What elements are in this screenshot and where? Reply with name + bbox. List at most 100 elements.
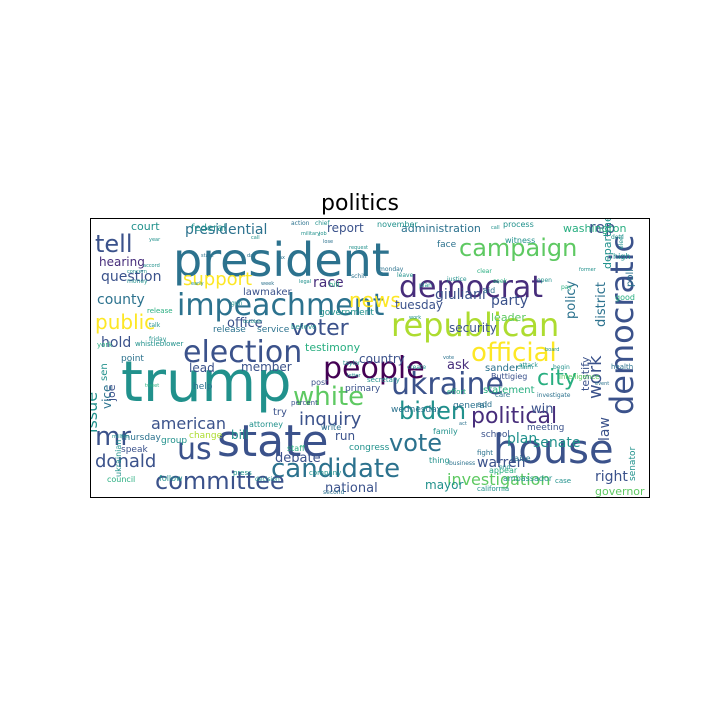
word-law-34: law [597, 417, 613, 441]
word-second-141: second [323, 489, 345, 496]
word-white-13: white [293, 382, 364, 412]
word-election-10: election [183, 335, 302, 370]
word-warren-39: warren [477, 455, 525, 471]
word-case-124: case [555, 477, 571, 485]
word-statement-83: statement [483, 385, 535, 396]
word-work-31: work [585, 355, 606, 399]
word-member-52: member [241, 360, 292, 374]
word-leave-130: leave [397, 272, 414, 279]
word-administration-33: administration [401, 222, 481, 235]
word-general-87: general [453, 401, 487, 411]
word-action-149: action [291, 220, 310, 227]
word-primary-81: primary [345, 384, 381, 394]
word-seek-155: seek [493, 278, 508, 285]
word-health-132: health [611, 363, 633, 371]
word-whistleblower-142: whistleblower [135, 340, 183, 348]
word-biden-18: biden [399, 397, 466, 425]
word-friday-147: friday [149, 336, 167, 343]
word-group-97: group [161, 436, 187, 446]
word-schiff-162: schiff [351, 273, 368, 280]
word-wednesday-88: wednesday [391, 405, 443, 415]
word-decision-140: decision [255, 476, 280, 483]
word-open-154: open [537, 277, 552, 284]
word-claim-152: claim [517, 364, 533, 371]
word-public-26: public [95, 310, 155, 334]
word-effort-118: effort [447, 388, 466, 396]
word-talk-114: talk [149, 322, 161, 329]
word-joe-73: joe [105, 384, 118, 402]
word-help-91: help [193, 382, 213, 392]
word-speak-99: speak [121, 445, 148, 455]
word-board-179: board [545, 347, 559, 353]
word-president-0: president [173, 233, 390, 287]
word-republican-5: republican [391, 306, 559, 344]
word-question-42: question [101, 269, 161, 285]
word-council-101: council [107, 475, 135, 484]
word-family-123: family [433, 427, 458, 436]
word-lawmaker-77: lawmaker [243, 287, 293, 298]
word-lead-51: lead [189, 361, 215, 375]
word-poll-75: poll [625, 269, 636, 287]
word-care-139: care [495, 391, 510, 399]
word-security-63: security [449, 321, 497, 335]
word-mayor-62: mayor [425, 478, 463, 492]
word-appear-105: appear [489, 466, 518, 475]
word-plan-35: plan [507, 431, 537, 447]
word-vote-17: vote [389, 429, 442, 457]
word-department-68: department [601, 219, 614, 269]
word-trump-1: trump [121, 350, 292, 415]
word-ambassador-103: ambassador [503, 474, 553, 483]
word-letter-165: letter [347, 373, 361, 379]
word-committee-14: committee [155, 467, 285, 495]
word-monday-146: monday [379, 266, 404, 273]
word-justice-144: justice [446, 276, 467, 283]
word-candidate-12: candidate [271, 454, 400, 484]
word-request-166: request [349, 245, 368, 251]
word-follow-102: follow [159, 474, 183, 483]
word-begin-153: begin [553, 364, 570, 371]
word-clear-127: clear [477, 268, 492, 275]
word-office-46: office [227, 316, 263, 331]
word-federal-71: federal [191, 223, 226, 234]
word-elect-125: elect [618, 234, 625, 249]
word-sander-82: sander [485, 363, 520, 374]
word-raise-104: raise [511, 454, 531, 463]
word-hold-44: hold [101, 335, 131, 351]
word-press-138: press [233, 469, 252, 477]
word-money-145: money [127, 278, 148, 285]
word-hearing-53: hearing [99, 255, 145, 269]
word-investigate-135: investigate [537, 392, 571, 399]
word-taylor-160: taylor [343, 360, 361, 367]
word-thing-106: thing [429, 456, 450, 465]
word-hill-129: hill [329, 281, 339, 289]
word-support-23: support [183, 269, 252, 290]
word-company-136: company [309, 469, 341, 477]
word-mr-20: mr [95, 422, 131, 452]
word-november-108: november [377, 220, 418, 229]
word-tweet-161: tweet [145, 383, 159, 389]
word-state-176: state [201, 253, 214, 259]
word-investigation-27: investigation [447, 470, 551, 489]
word-concern-170: concern [127, 269, 147, 275]
word-campaign-7: campaign [459, 234, 577, 262]
word-attorney-95: attorney [249, 420, 283, 429]
word-leader-67: leader [491, 311, 526, 324]
word-testify-64: testify [579, 356, 592, 391]
word-congress-84: congress [349, 443, 390, 453]
word-business-133: business [449, 460, 475, 467]
word-official-15: official [471, 338, 557, 368]
word-chief-150: chief [315, 220, 330, 227]
word-fight-122: fight [477, 449, 493, 457]
word-presidential-32: presidential [185, 222, 267, 238]
word-change-96: change [189, 431, 223, 441]
word-attack-148: attack [519, 362, 538, 369]
word-service-80: service [257, 325, 290, 335]
word-year-184: year [149, 237, 161, 243]
word-lose-164: lose [323, 239, 333, 245]
word-giuliani-40: giuliani [435, 287, 486, 303]
word-report-60: report [327, 221, 364, 235]
word-witness-126: witness [505, 236, 535, 245]
word-military-163: military [301, 231, 320, 237]
word-bill-65: bill [231, 428, 249, 442]
